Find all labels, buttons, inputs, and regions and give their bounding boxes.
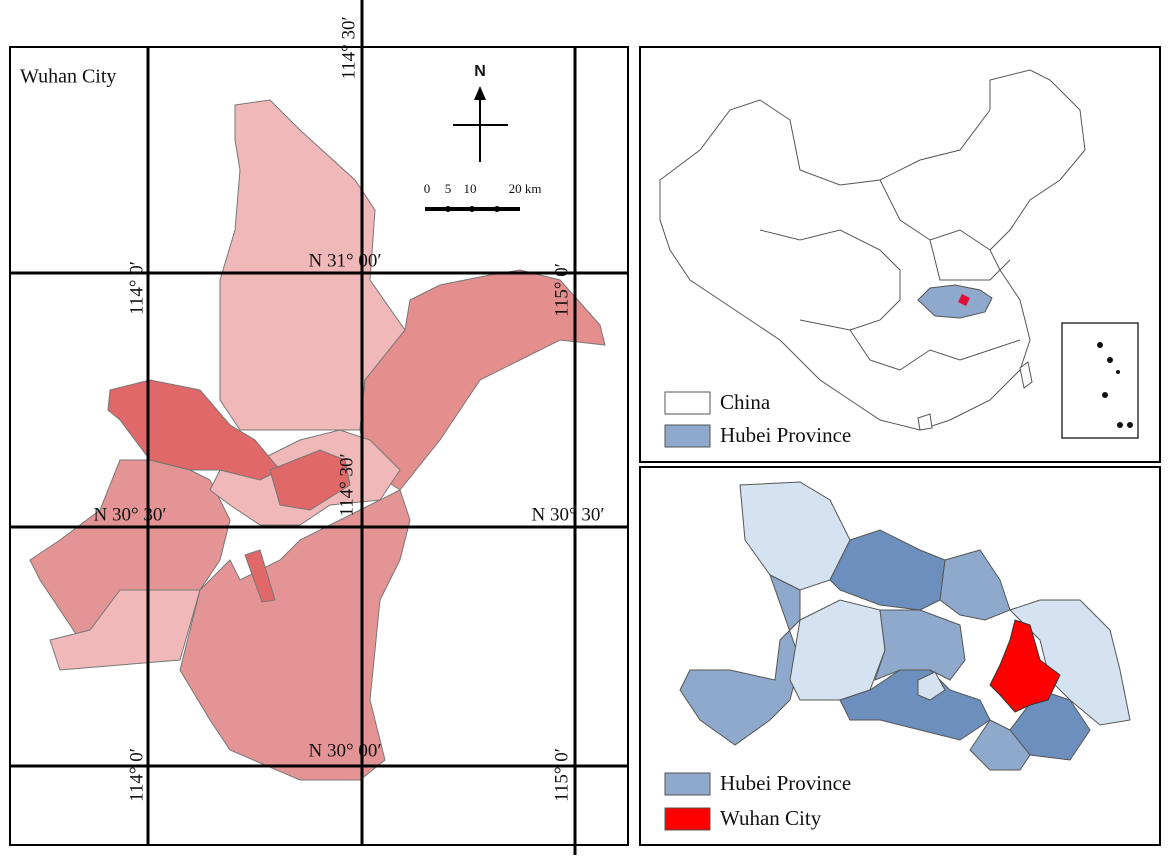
legend-label: China bbox=[720, 390, 771, 414]
lon-label: 114° 0′ bbox=[126, 748, 147, 802]
map-title: Wuhan City bbox=[20, 66, 116, 88]
legend-label: Hubei Province bbox=[720, 423, 851, 447]
scale-bar: 0 5 10 20 km bbox=[424, 181, 542, 212]
scale-label: 0 bbox=[424, 181, 431, 196]
district bbox=[269, 449, 351, 511]
district bbox=[244, 549, 276, 603]
wuhan-map bbox=[29, 99, 606, 781]
lat-label: N 30° 00′ bbox=[309, 740, 382, 761]
china-map bbox=[659, 69, 1139, 439]
lon-label: 114° 0′ bbox=[126, 261, 147, 315]
lat-label: N 30° 30′ bbox=[94, 504, 167, 525]
panel-frame bbox=[9, 46, 629, 846]
scale-label: 5 bbox=[445, 181, 452, 196]
legend-swatch bbox=[664, 424, 711, 448]
north-arrow: N bbox=[453, 63, 508, 162]
grid bbox=[10, 0, 628, 855]
north-label: N bbox=[474, 63, 486, 80]
district bbox=[107, 379, 281, 481]
panel-frame bbox=[639, 46, 1161, 463]
lon-label: 115° 0′ bbox=[551, 748, 572, 802]
lon-label: 114° 30′ bbox=[336, 453, 357, 516]
scale-label: 10 bbox=[464, 181, 477, 196]
district bbox=[179, 489, 411, 781]
lat-label: N 30° 30′ bbox=[532, 504, 605, 525]
panel-frame bbox=[639, 466, 1161, 846]
lon-label: 114° 30′ bbox=[338, 16, 359, 79]
legend-swatch bbox=[664, 772, 711, 796]
lat-label: N 31° 00′ bbox=[309, 250, 382, 271]
legend-swatch bbox=[664, 391, 711, 415]
hubei-map bbox=[679, 481, 1131, 771]
legend-label: Hubei Province bbox=[720, 771, 851, 795]
legend-swatch bbox=[664, 807, 711, 831]
scale-label: 20 km bbox=[509, 181, 542, 196]
legend-label: Wuhan City bbox=[720, 806, 822, 830]
lon-label: 115° 0′ bbox=[551, 263, 572, 317]
